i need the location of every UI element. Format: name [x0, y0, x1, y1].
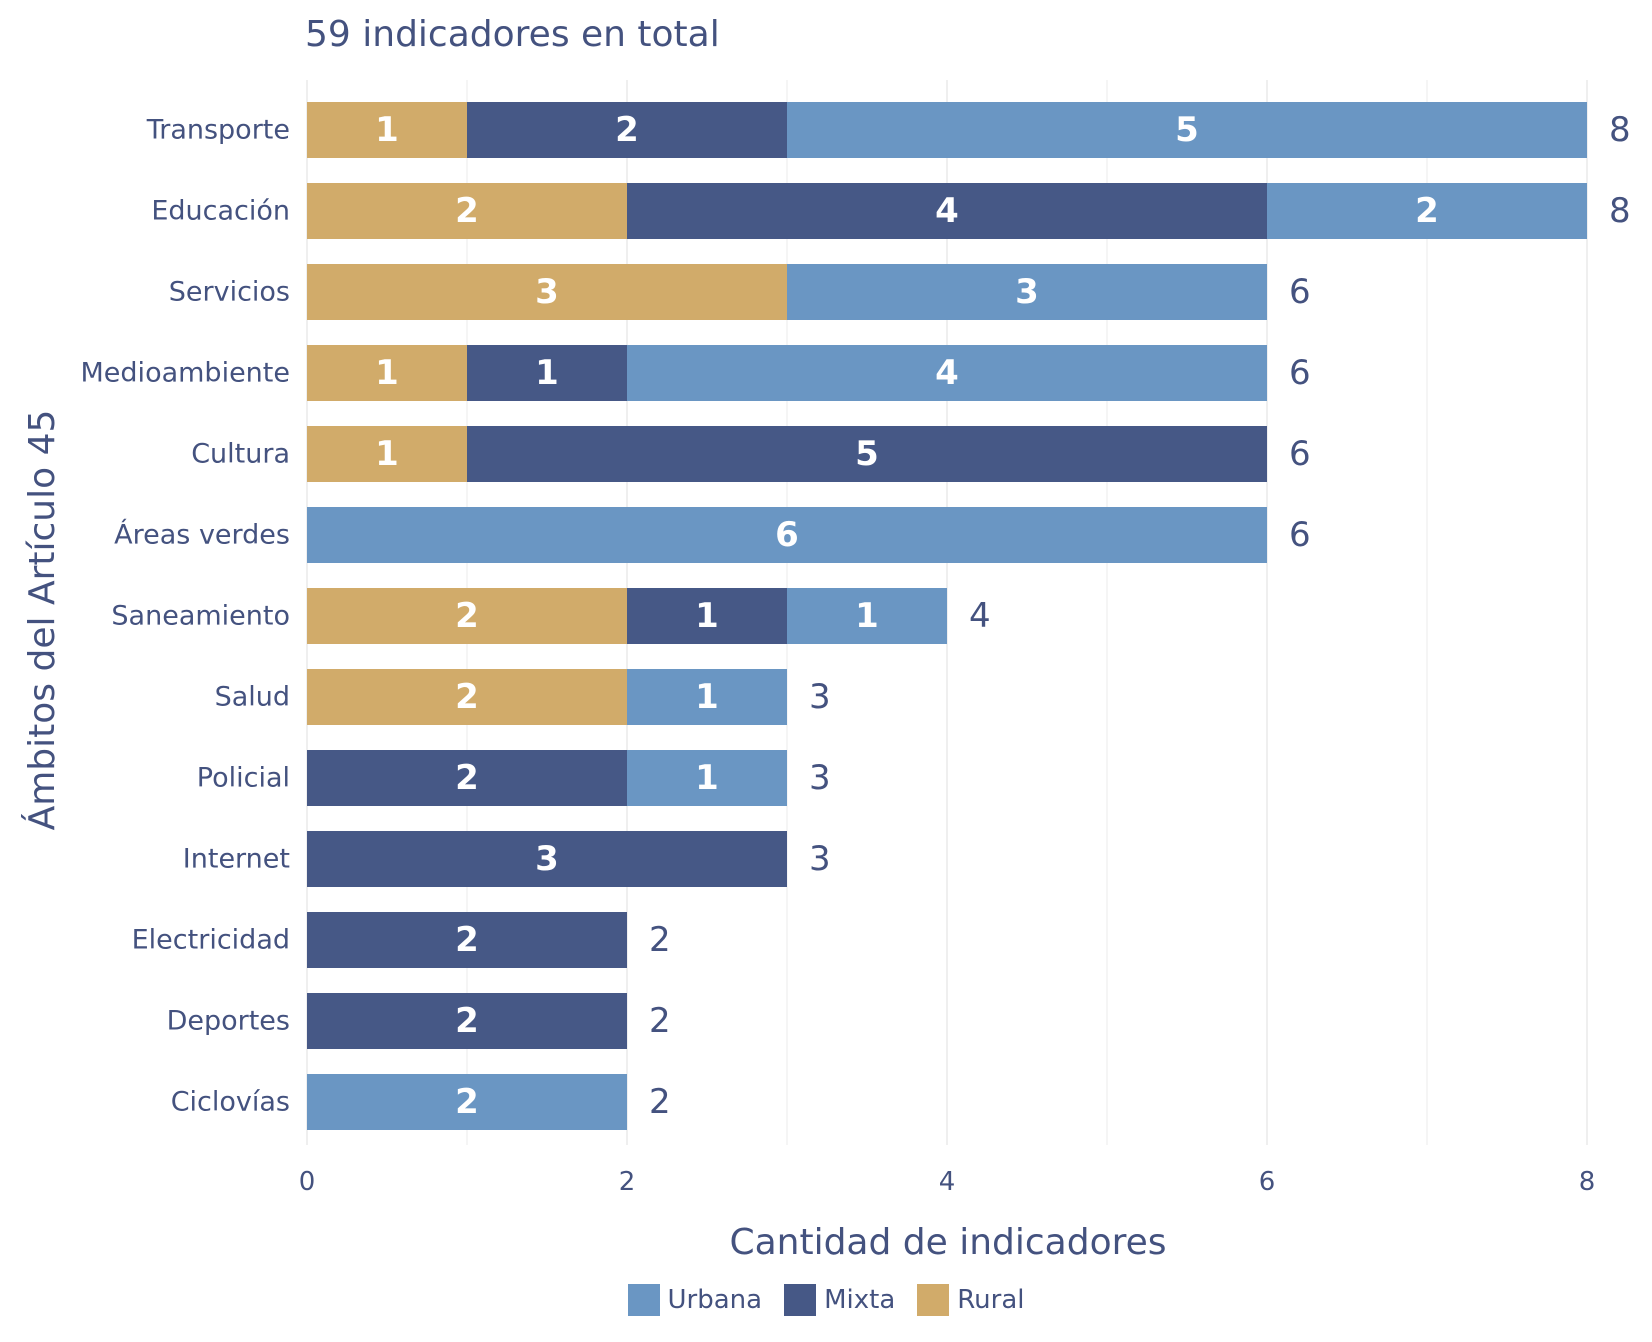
- bar-data-label: 1: [695, 758, 719, 798]
- total-label: 2: [649, 920, 671, 960]
- x-tick-label: 8: [1579, 1167, 1596, 1197]
- bar-data-label: 2: [455, 1082, 479, 1122]
- legend-item-mixta: Mixta: [784, 1284, 895, 1316]
- y-tick-label: Cultura: [191, 439, 290, 470]
- bar-segment: [467, 102, 787, 158]
- bar-data-label: 4: [935, 353, 959, 393]
- bar-segment: [627, 588, 787, 644]
- bar-segment: [307, 345, 467, 401]
- y-tick-label: Internet: [183, 844, 290, 875]
- bar-segment: [627, 183, 1267, 239]
- bar-segment: [307, 102, 467, 158]
- bar-segment: [307, 588, 627, 644]
- total-label: 6: [1289, 515, 1311, 555]
- bar-data-label: 1: [375, 353, 399, 393]
- bar-segment: [307, 507, 1267, 563]
- bar-segment: [787, 264, 1267, 320]
- y-tick-label: Policial: [197, 763, 290, 794]
- x-tick-label: 2: [619, 1167, 636, 1197]
- bar-segment: [307, 750, 627, 806]
- y-tick-label: Áreas verdes: [114, 519, 290, 551]
- legend-swatch-urbana: [627, 1284, 660, 1316]
- bar-data-label: 5: [855, 434, 879, 474]
- total-label: 6: [1289, 353, 1311, 393]
- bar-segment: [627, 345, 1267, 401]
- total-label: 6: [1289, 434, 1311, 474]
- bar-segment: [307, 264, 787, 320]
- bar-segment: [307, 183, 627, 239]
- bar-segment: [1267, 183, 1587, 239]
- total-label: 2: [649, 1082, 671, 1122]
- y-tick-label: Transporte: [146, 115, 290, 146]
- bar-segment: [307, 669, 627, 725]
- bar-segment: [307, 426, 467, 482]
- legend-swatch-mixta: [784, 1284, 817, 1316]
- chart-title: 59 indicadores en total: [305, 14, 720, 55]
- y-tick-label: Saneamiento: [111, 601, 290, 632]
- bar-data-label: 6: [775, 515, 799, 555]
- bar-data-label: 1: [535, 353, 559, 393]
- bar-segment: [627, 750, 787, 806]
- total-label: 8: [1609, 191, 1631, 231]
- bar-segment: [307, 912, 627, 968]
- bar-segment: [467, 345, 627, 401]
- total-label: 8: [1609, 110, 1631, 150]
- bar-data-label: 2: [455, 920, 479, 960]
- bar-data-label: 5: [1175, 110, 1199, 150]
- total-label: 3: [809, 758, 831, 798]
- x-tick-label: 4: [939, 1167, 956, 1197]
- x-tick-label: 6: [1259, 1167, 1276, 1197]
- y-tick-label: Electricidad: [132, 925, 290, 956]
- legend-label-rural: Rural: [957, 1285, 1025, 1315]
- bar-data-label: 1: [695, 596, 719, 636]
- legend-label-mixta: Mixta: [824, 1285, 896, 1315]
- y-tick-label: Salud: [215, 682, 290, 713]
- bar-segment: [627, 669, 787, 725]
- bar-data-label: 1: [855, 596, 879, 636]
- y-tick-label: Ciclovías: [171, 1087, 290, 1118]
- bar-segment: [467, 426, 1267, 482]
- y-tick-label: Deportes: [167, 1006, 290, 1037]
- legend-label-urbana: Urbana: [667, 1285, 763, 1315]
- bar-segment: [787, 588, 947, 644]
- bar-data-label: 1: [375, 110, 399, 150]
- x-axis-title: Cantidad de indicadores: [729, 1222, 1166, 1263]
- bar-data-label: 2: [455, 758, 479, 798]
- total-label: 2: [649, 1001, 671, 1041]
- y-tick-label: Medioambiente: [81, 358, 290, 389]
- bar-segment: [307, 993, 627, 1049]
- legend-item-urbana: Urbana: [627, 1284, 763, 1316]
- bar-segment: [307, 1074, 627, 1130]
- x-tick-label: 0: [299, 1167, 316, 1197]
- legend-item-rural: Rural: [917, 1284, 1024, 1316]
- bar-data-label: 1: [375, 434, 399, 474]
- legend-swatch-rural: [917, 1284, 950, 1316]
- bar-data-label: 3: [535, 272, 559, 312]
- bar-data-label: 2: [615, 110, 639, 150]
- y-tick-label: Educación: [151, 196, 290, 227]
- total-label: 3: [809, 839, 831, 879]
- bar-data-label: 2: [455, 596, 479, 636]
- bar-data-label: 2: [455, 1001, 479, 1041]
- bar-data-label: 2: [455, 677, 479, 717]
- bar-segment: [787, 102, 1587, 158]
- total-label: 6: [1289, 272, 1311, 312]
- total-label: 4: [969, 596, 991, 636]
- bar-data-label: 3: [1015, 272, 1039, 312]
- bar-data-label: 2: [1415, 191, 1439, 231]
- y-axis-title: Ámbitos del Artículo 45: [21, 410, 63, 831]
- y-tick-label: Servicios: [169, 277, 290, 308]
- total-label: 3: [809, 677, 831, 717]
- bar-data-label: 2: [455, 191, 479, 231]
- bar-segment: [307, 831, 787, 887]
- bar-data-label: 1: [695, 677, 719, 717]
- bar-data-label: 4: [935, 191, 959, 231]
- legend: Urbana Mixta Rural: [0, 1284, 1652, 1316]
- bar-data-label: 3: [535, 839, 559, 879]
